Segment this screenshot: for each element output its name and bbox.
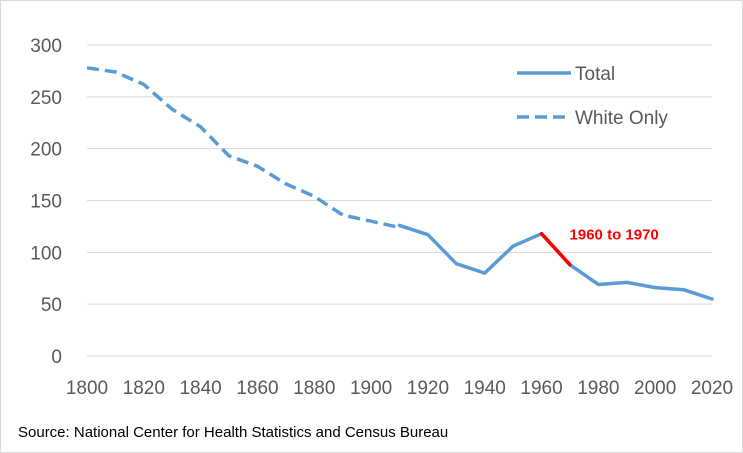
legend-label: White Only	[575, 108, 668, 129]
x-tick-label: 1860	[236, 378, 278, 399]
x-tick-label: 1880	[293, 378, 335, 399]
x-tick-label: 1920	[407, 378, 449, 399]
legend-label: Total	[575, 64, 615, 85]
x-tick-label: 2000	[634, 378, 676, 399]
x-tick-label: 1900	[350, 378, 392, 399]
x-tick-label: 2020	[691, 378, 733, 399]
x-tick-label: 1960	[520, 378, 562, 399]
x-axis-tick-labels: 1800 1820 1840 1860 1880 1900 1920 1940 1960 1980…	[66, 378, 733, 399]
y-tick-label: 0	[51, 347, 62, 368]
y-tick-label: 100	[30, 243, 62, 264]
x-tick-label: 1840	[179, 378, 221, 399]
y-tick-label: 50	[41, 295, 62, 316]
annotation-layer: 1960 to 1970	[539, 227, 659, 267]
y-tick-label: 300	[30, 36, 62, 57]
highlight-segment	[539, 231, 572, 267]
y-tick-label: 250	[30, 88, 62, 109]
x-tick-label: 1820	[123, 378, 165, 399]
source-note: Source: National Center for Health Stati…	[18, 424, 449, 441]
annotation-label: 1960 to 1970	[570, 227, 659, 244]
series-layer	[86, 66, 714, 301]
series-line-white-only	[86, 66, 400, 230]
x-tick-label: 1980	[577, 378, 619, 399]
series-line-total	[397, 223, 714, 301]
gridlines	[87, 44, 712, 357]
x-tick-label: 1800	[66, 378, 108, 399]
y-tick-label: 200	[30, 140, 62, 161]
legend: Total White Only	[517, 64, 668, 129]
y-axis-tick-labels: 0 50 100 150 200 250 300	[30, 36, 62, 368]
x-tick-label: 1940	[464, 378, 506, 399]
y-tick-label: 150	[30, 192, 62, 213]
